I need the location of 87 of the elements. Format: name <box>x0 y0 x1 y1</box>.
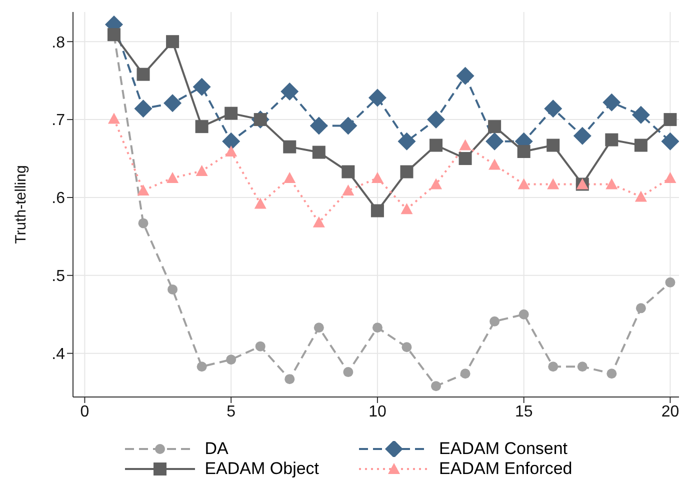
point <box>254 198 266 209</box>
point <box>314 322 324 333</box>
y-tick-label: .5 <box>52 268 66 286</box>
point <box>665 277 676 288</box>
point <box>431 381 442 392</box>
point <box>547 178 560 190</box>
point <box>490 316 500 326</box>
point <box>402 342 412 352</box>
point <box>312 146 326 159</box>
point <box>196 164 208 176</box>
point <box>664 172 676 183</box>
point <box>632 106 650 124</box>
point <box>459 139 472 150</box>
y-tick-label: .6 <box>52 190 66 208</box>
point <box>284 374 295 384</box>
x-tick-label: 10 <box>368 403 386 420</box>
point <box>196 362 207 372</box>
point <box>136 68 150 81</box>
point <box>430 138 443 152</box>
point <box>342 165 355 178</box>
point <box>486 132 504 150</box>
point <box>370 204 384 218</box>
point <box>108 112 120 124</box>
y-tick-label: .4 <box>52 346 66 364</box>
point <box>518 309 529 320</box>
point <box>544 100 562 118</box>
point <box>548 362 558 372</box>
point <box>546 138 560 152</box>
point <box>339 116 358 135</box>
point <box>168 284 178 294</box>
point <box>255 341 266 352</box>
point <box>312 216 325 228</box>
point <box>661 132 679 150</box>
legend-label: DA <box>204 439 228 459</box>
point <box>634 190 647 202</box>
point <box>606 178 618 190</box>
point <box>372 322 382 333</box>
y-axis-title: Truth-telling <box>12 165 30 244</box>
legend-label: EADAM Consent <box>439 439 568 459</box>
point <box>166 172 179 183</box>
point <box>605 133 618 146</box>
point <box>400 165 414 178</box>
point <box>400 203 413 214</box>
point <box>224 106 238 120</box>
point <box>606 368 617 379</box>
point <box>138 218 148 228</box>
x-tick-label: 0 <box>80 403 90 420</box>
point <box>602 93 621 112</box>
point <box>195 120 208 134</box>
point <box>517 145 530 158</box>
point <box>166 35 180 48</box>
point <box>573 126 592 145</box>
legend-label: EADAM Object <box>204 459 320 479</box>
point <box>343 367 354 378</box>
point <box>226 354 236 365</box>
point <box>342 184 354 196</box>
point <box>460 368 470 379</box>
point <box>458 152 472 166</box>
point <box>398 132 416 150</box>
legend-label: EADAM Enforced <box>439 459 572 479</box>
point <box>430 178 442 190</box>
point <box>280 82 299 100</box>
point <box>283 140 296 154</box>
point <box>427 110 446 129</box>
point <box>284 172 296 183</box>
x-tick-label: 5 <box>226 403 236 420</box>
x-tick-label: 15 <box>514 403 533 420</box>
point <box>456 66 474 85</box>
point <box>488 158 501 170</box>
y-tick-label: .8 <box>52 34 66 52</box>
point <box>634 138 648 152</box>
point <box>164 94 182 112</box>
point <box>225 146 238 157</box>
point <box>368 88 386 107</box>
point <box>310 116 328 135</box>
point <box>192 78 211 96</box>
x-tick-label: 20 <box>661 403 680 420</box>
point <box>664 113 677 126</box>
point <box>488 120 502 134</box>
point <box>518 178 530 190</box>
point <box>636 303 646 314</box>
point <box>577 362 588 372</box>
point <box>137 184 150 196</box>
y-tick-label: .7 <box>52 112 66 130</box>
point <box>371 172 384 183</box>
point <box>222 132 240 150</box>
point <box>134 100 152 118</box>
